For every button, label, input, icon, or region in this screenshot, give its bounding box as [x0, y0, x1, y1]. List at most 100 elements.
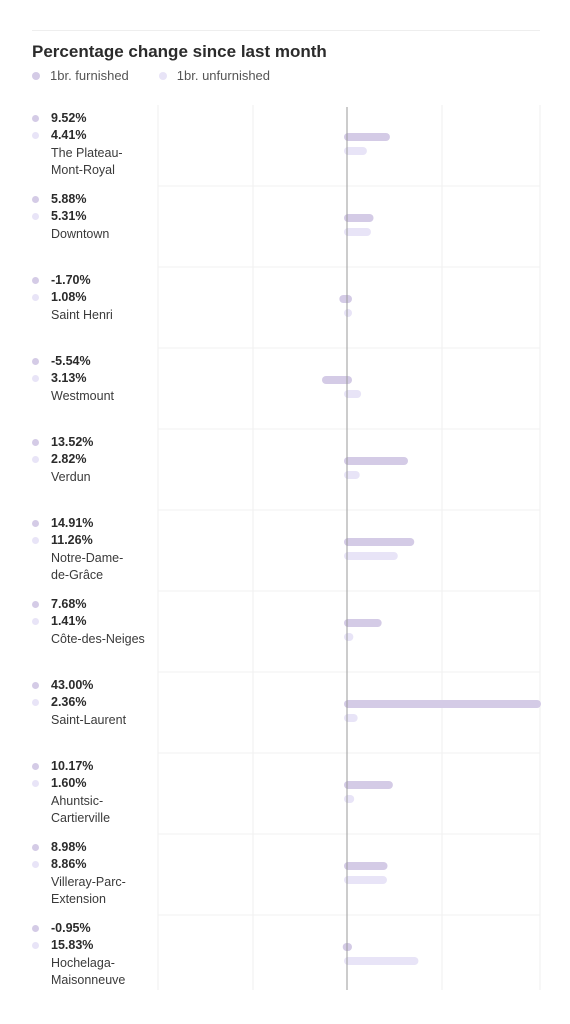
data-label-text: -5.54%: [51, 354, 91, 368]
category-label-line: Cartierville: [51, 811, 111, 825]
bar-furnished: [344, 214, 374, 222]
legend-label-unfurnished: 1br. unfurnished: [176, 68, 271, 83]
category-label: Hochelaga- Maisonneuve: [51, 955, 161, 989]
data-label-unfurnished: 8.86%: [32, 857, 86, 871]
category-label-line: Saint Henri: [51, 308, 113, 322]
category-label-line: Verdun: [51, 470, 91, 484]
data-label-unfurnished: 1.60%: [32, 776, 86, 790]
bar-furnished: [344, 457, 408, 465]
series-dot: [32, 698, 39, 706]
series-dot: [32, 114, 39, 122]
series-dot: [32, 293, 39, 301]
series-dot: [32, 438, 39, 446]
data-label-text: 4.41%: [51, 128, 87, 142]
data-label-furnished: -5.54%: [32, 354, 91, 368]
data-label-text: 43.00%: [51, 678, 94, 692]
category-label-line: Maisonneuve: [51, 973, 126, 987]
series-dot: [32, 195, 39, 203]
data-label-unfurnished: 2.82%: [32, 452, 86, 466]
series-dot: [32, 762, 39, 770]
chart-title: Percentage change since last month: [32, 42, 327, 61]
bar-furnished: [344, 538, 415, 546]
series-dot: [32, 536, 39, 544]
data-label-text: 11.26%: [51, 533, 93, 547]
data-label-text: 8.86%: [51, 857, 87, 871]
series-dot: [32, 681, 39, 689]
bar-unfurnished: [344, 876, 387, 884]
series-dot: [32, 941, 39, 949]
category-label-line: Saint-Laurent: [51, 713, 127, 727]
bar-furnished: [344, 700, 541, 708]
category-row: -0.95% 15.83% Hochelaga- Maisonneuve: [0, 915, 160, 996]
data-label-text: 1.41%: [51, 614, 87, 628]
data-label-unfurnished: 11.26%: [32, 533, 93, 547]
category-label: The Plateau- Mont-Royal: [51, 145, 161, 179]
bar-unfurnished: [344, 552, 398, 560]
category-row: 9.52% 4.41% The Plateau- Mont-Royal: [0, 105, 160, 186]
legend-dot-unfurnished: [158, 71, 167, 80]
data-label-text: 5.31%: [51, 209, 87, 223]
bar-furnished: [339, 295, 352, 303]
bar-unfurnished: [344, 471, 360, 479]
category-label: Côte-des-Neiges: [51, 631, 161, 648]
data-label-text: 15.83%: [51, 938, 94, 952]
category-label-line: Mont-Royal: [51, 163, 115, 177]
bar-furnished: [322, 376, 352, 384]
category-label-line: Ahuntsic-: [51, 794, 104, 808]
category-row: 8.98% 8.86% Villeray-Parc- Extension: [0, 834, 160, 915]
bar-unfurnished: [344, 309, 352, 317]
data-label-furnished: 5.88%: [32, 192, 86, 206]
category-label: Downtown: [51, 226, 161, 243]
bar-unfurnished: [344, 633, 354, 641]
data-label-text: 1.08%: [51, 290, 87, 304]
data-label-furnished: 10.17%: [32, 759, 93, 773]
data-label-text: 7.68%: [51, 597, 87, 611]
bar-unfurnished: [344, 714, 358, 722]
data-label-unfurnished: 1.41%: [32, 614, 86, 628]
category-label-line: Villeray-Parc-: [51, 875, 126, 889]
category-row: 13.52% 2.82% Verdun: [0, 429, 160, 510]
data-label-furnished: -0.95%: [32, 921, 91, 935]
data-label-text: 2.36%: [51, 695, 87, 709]
data-label-unfurnished: 4.41%: [32, 128, 86, 142]
data-label-text: 1.60%: [51, 776, 87, 790]
category-row: 14.91% 11.26% Notre-Dame-de-Grâce: [0, 510, 160, 591]
bar-unfurnished: [344, 795, 355, 803]
data-label-text: 14.91%: [51, 516, 94, 530]
bar-furnished: [344, 619, 382, 627]
category-label-line: Westmount: [51, 389, 114, 403]
category-label: Notre-Dame-de-Grâce: [51, 550, 161, 584]
legend-label-furnished: 1br. furnished: [50, 68, 129, 83]
category-row: 7.68% 1.41% Côte-des-Neiges: [0, 591, 160, 672]
category-label-line: Côte-des-Neiges: [51, 632, 145, 646]
bar-unfurnished: [344, 147, 367, 155]
category-row: 43.00% 2.36% Saint-Laurent: [0, 672, 160, 753]
category-label: Villeray-Parc- Extension: [51, 874, 161, 908]
category-label-line: Notre-Dame-: [51, 551, 124, 565]
bar-furnished: [344, 133, 390, 141]
data-label-furnished: 9.52%: [32, 111, 86, 125]
category-label-line: de-Grâce: [51, 568, 104, 582]
legend-dot-furnished: [32, 71, 40, 80]
legend-item-furnished: 1br. furnished: [32, 68, 129, 83]
series-dot: [32, 779, 39, 787]
data-label-unfurnished: 3.13%: [32, 371, 86, 385]
category-label-line: Hochelaga-: [51, 956, 115, 970]
category-label: Saint Henri: [51, 307, 161, 324]
data-label-furnished: 7.68%: [32, 597, 86, 611]
legend-item-unfurnished: 1br. unfurnished: [158, 68, 271, 83]
data-label-unfurnished: 2.36%: [32, 695, 86, 709]
bar-unfurnished: [344, 390, 362, 398]
series-dot: [32, 519, 39, 527]
series-dot: [32, 455, 39, 463]
data-label-text: 5.88%: [51, 192, 87, 206]
category-label: Westmount: [51, 388, 161, 405]
category-label-line: The Plateau-: [51, 146, 123, 160]
data-label-furnished: 14.91%: [32, 516, 93, 530]
category-label: Ahuntsic- Cartierville: [51, 793, 161, 827]
chart-area: 9.52% 4.41% The Plateau- Mont-Royal 5.88% 5.3…: [0, 105, 570, 990]
category-row: 10.17% 1.60% Ahuntsic- Cartierville: [0, 753, 160, 834]
data-label-text: 3.13%: [51, 371, 87, 385]
bar-furnished: [344, 862, 388, 870]
data-label-furnished: 13.52%: [32, 435, 93, 449]
